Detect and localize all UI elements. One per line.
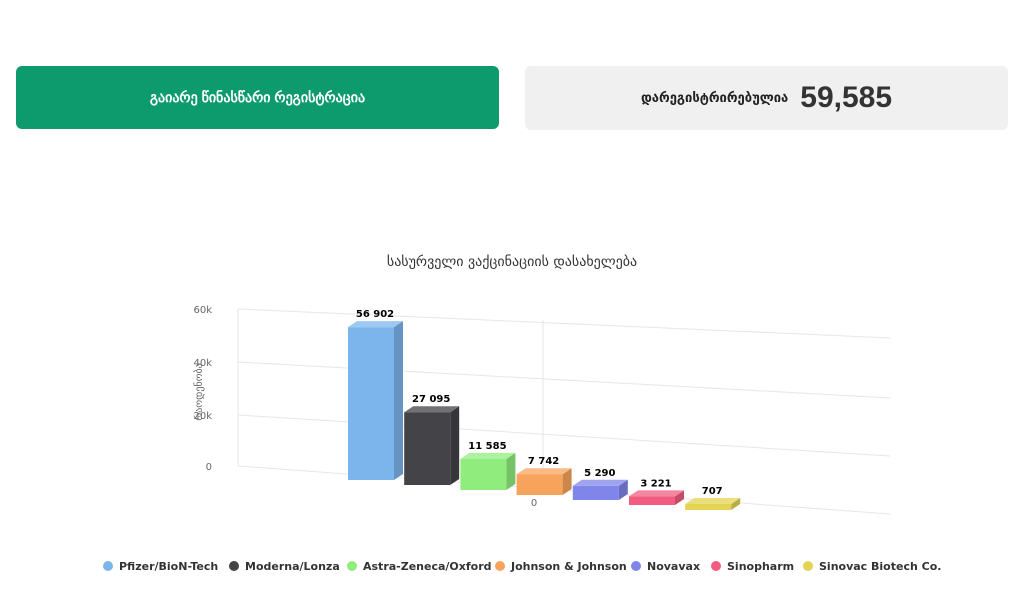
- bar-top: [516, 468, 572, 475]
- legend-label: Pfizer/BioN-Tech: [119, 560, 218, 573]
- legend-label: Sinovac Biotech Co.: [819, 560, 941, 573]
- legend-marker: [495, 561, 505, 571]
- bar-side: [562, 468, 572, 495]
- bar-side: [506, 452, 516, 490]
- legend-item[interactable]: Sinopharm: [711, 560, 794, 573]
- y-axis-ticks: 0 20k 40k 60k: [193, 305, 212, 473]
- legend-label: Sinopharm: [727, 560, 794, 573]
- y-tick-label: 60k: [193, 305, 212, 316]
- bar-front: [516, 474, 563, 495]
- bar-front: [685, 504, 732, 510]
- chart-bars: 56 902 27 095 11 585 7 742 5 290 3 221 707: [348, 309, 741, 510]
- bar-top: [460, 452, 516, 459]
- bar-front: [404, 412, 451, 485]
- registered-counter: დარეგისტრირებულია 59,585: [525, 66, 1008, 130]
- chart-grid: [237, 308, 891, 515]
- legend-label: Johnson & Johnson: [510, 560, 627, 573]
- bar-side: [450, 406, 460, 485]
- bar-front: [572, 485, 619, 500]
- bar: [460, 452, 516, 490]
- legend-marker: [229, 561, 239, 571]
- chart-legend: Pfizer/BioN-Tech Moderna/Lonza Astra-Zenec…: [103, 560, 941, 573]
- bar-value-label: 11 585: [468, 441, 506, 452]
- bar-value-label: 56 902: [356, 309, 394, 320]
- bar-top: [685, 498, 741, 504]
- bar: [685, 498, 741, 510]
- registered-label: დარეგისტრირებულია: [640, 90, 789, 106]
- bar: [404, 406, 460, 485]
- bar-side: [394, 321, 403, 480]
- legend-item[interactable]: Moderna/Lonza: [229, 560, 340, 573]
- legend-item[interactable]: Astra-Zeneca/Oxford: [347, 560, 492, 573]
- bar: [348, 321, 403, 480]
- bar-top: [572, 479, 628, 486]
- bar-value-label: 7 742: [528, 456, 559, 467]
- bar-top: [629, 490, 684, 497]
- bar-side: [675, 490, 684, 505]
- legend-item[interactable]: Novavax: [631, 560, 700, 573]
- x-axis-tick: 0: [531, 498, 537, 509]
- legend-item[interactable]: Sinovac Biotech Co.: [803, 560, 941, 573]
- grid-line: [237, 414, 891, 457]
- legend-label: Moderna/Lonza: [245, 560, 340, 573]
- bar: [516, 468, 572, 495]
- bar: [572, 479, 628, 500]
- bar-front: [460, 458, 507, 490]
- legend-marker: [631, 561, 641, 571]
- legend-marker: [347, 561, 357, 571]
- bar-value-label: 5 290: [584, 468, 615, 479]
- y-tick-label: 20k: [193, 411, 212, 422]
- legend-marker: [711, 561, 721, 571]
- legend-marker: [803, 561, 813, 571]
- bar: [629, 490, 684, 505]
- bar-value-label: 27 095: [412, 394, 450, 405]
- grid-line: [237, 361, 891, 399]
- legend-label: Novavax: [647, 560, 700, 573]
- legend-marker: [103, 561, 113, 571]
- bar-front: [348, 327, 394, 480]
- bar-top: [404, 406, 460, 413]
- legend-item[interactable]: Johnson & Johnson: [495, 560, 627, 573]
- bar-value-label: 707: [702, 486, 723, 497]
- bar-top: [348, 321, 403, 328]
- vaccine-chart: სასურველი ვაქცინაციის დასახელება 0 20k 40k…: [103, 253, 941, 573]
- bar-side: [618, 479, 628, 500]
- y-tick-label: 40k: [193, 358, 212, 369]
- legend-label: Astra-Zeneca/Oxford: [363, 560, 492, 573]
- y-tick-label: 0: [206, 462, 212, 473]
- register-button[interactable]: გაიარე წინასწარი რეგისტრაცია: [16, 66, 499, 129]
- y-axis-label: რაოდენობა: [193, 363, 205, 421]
- chart-title: სასურველი ვაქცინაციის დასახელება: [387, 253, 637, 270]
- grid-line: [237, 308, 891, 339]
- registered-count: 59,585: [800, 81, 893, 114]
- legend-item[interactable]: Pfizer/BioN-Tech: [103, 560, 218, 573]
- bar-value-label: 3 221: [640, 478, 671, 489]
- bar-front: [629, 496, 675, 505]
- bar-side: [731, 498, 741, 510]
